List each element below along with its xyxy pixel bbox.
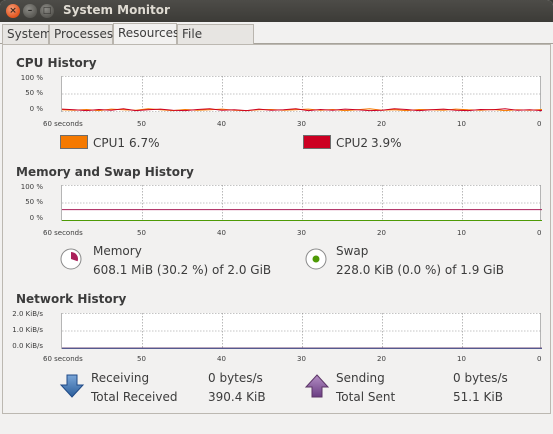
x-tick-label: 60 seconds <box>43 229 83 237</box>
swap-usage-value: 228.0 KiB (0.0 %) of 1.9 GiB <box>336 263 505 277</box>
memory-pie-icon[interactable] <box>60 248 82 270</box>
title-bar[interactable]: × – □ System Monitor <box>0 0 553 22</box>
cpu-history-title: CPU History <box>16 56 97 70</box>
x-tick-label: 10 <box>457 229 466 237</box>
x-tick-label: 30 <box>297 229 306 237</box>
receiving-label: Receiving <box>91 371 150 385</box>
swap-pie-icon[interactable] <box>305 248 327 270</box>
sending-arrow-icon[interactable] <box>304 373 330 399</box>
receiving-rate: 0 bytes/s <box>208 371 263 385</box>
x-tick-label: 50 <box>137 355 146 363</box>
x-tick-label: 20 <box>377 120 386 128</box>
sending-label: Sending <box>336 371 385 385</box>
minimize-button[interactable]: – <box>23 4 37 18</box>
x-tick-label: 10 <box>457 355 466 363</box>
x-tick-label: 20 <box>377 229 386 237</box>
cpu2-label: CPU2 <box>336 136 369 150</box>
x-tick-label: 30 <box>297 120 306 128</box>
x-tick-label: 0 <box>537 229 542 237</box>
x-tick-label: 40 <box>217 355 226 363</box>
cpu2-value: 3.9% <box>371 136 402 150</box>
maximize-button[interactable]: □ <box>40 4 54 18</box>
cpu2-color-swatch[interactable] <box>303 135 331 149</box>
resources-panel: CPU History 100 % 50 % 0 % 60 seconds 50 4… <box>2 44 551 414</box>
network-y-tick: 0.0 KiB/s <box>12 342 43 350</box>
sending-rate: 0 bytes/s <box>453 371 508 385</box>
memory-history-graph <box>61 185 542 221</box>
total-sent-value: 51.1 KiB <box>453 390 503 404</box>
x-tick-label: 40 <box>217 120 226 128</box>
x-tick-label: 20 <box>377 355 386 363</box>
x-tick-label: 60 seconds <box>43 355 83 363</box>
x-tick-label: 60 seconds <box>43 120 83 128</box>
cpu-y-tick: 100 % <box>20 74 43 82</box>
cpu-y-tick: 0 % <box>29 105 43 113</box>
total-received-value: 390.4 KiB <box>208 390 266 404</box>
tab-resources[interactable]: Resources <box>113 23 179 45</box>
x-tick-label: 0 <box>537 120 542 128</box>
cpu-history-graph <box>61 76 542 112</box>
network-history-title: Network History <box>16 292 127 306</box>
total-sent-label: Total Sent <box>336 390 396 404</box>
tab-file-systems[interactable]: File Systems <box>177 24 254 59</box>
x-tick-label: 50 <box>137 229 146 237</box>
x-tick-label: 50 <box>137 120 146 128</box>
x-tick-label: 10 <box>457 120 466 128</box>
x-tick-label: 40 <box>217 229 226 237</box>
graph-canvas <box>62 76 542 112</box>
swap-label: Swap <box>336 244 369 258</box>
memory-swap-history-title: Memory and Swap History <box>16 165 194 179</box>
network-history-graph <box>61 313 542 349</box>
graph-canvas <box>62 313 542 349</box>
memory-y-tick: 50 % <box>25 198 43 206</box>
tab-bar: System Processes Resources File Systems <box>0 22 553 59</box>
memory-y-tick: 100 % <box>20 183 43 191</box>
memory-usage-value: 608.1 MiB (30.2 %) of 2.0 GiB <box>93 263 272 277</box>
tab-processes[interactable]: Processes <box>49 24 113 44</box>
cpu1-value: 6.7% <box>129 136 160 150</box>
x-tick-label: 30 <box>297 355 306 363</box>
total-received-label: Total Received <box>91 390 178 404</box>
tab-system[interactable]: System <box>2 24 52 44</box>
cpu-y-tick: 50 % <box>25 89 43 97</box>
network-y-tick: 2.0 KiB/s <box>12 310 43 318</box>
close-button[interactable]: × <box>6 4 20 18</box>
cpu1-label: CPU1 <box>93 136 126 150</box>
network-y-tick: 1.0 KiB/s <box>12 326 43 334</box>
receiving-arrow-icon[interactable] <box>59 373 85 399</box>
memory-y-tick: 0 % <box>29 214 43 222</box>
x-tick-label: 0 <box>537 355 542 363</box>
window-title: System Monitor <box>63 3 170 17</box>
graph-canvas <box>62 185 542 221</box>
cpu1-color-swatch[interactable] <box>60 135 88 149</box>
cpu-series-line <box>62 108 542 112</box>
memory-label: Memory <box>93 244 142 258</box>
